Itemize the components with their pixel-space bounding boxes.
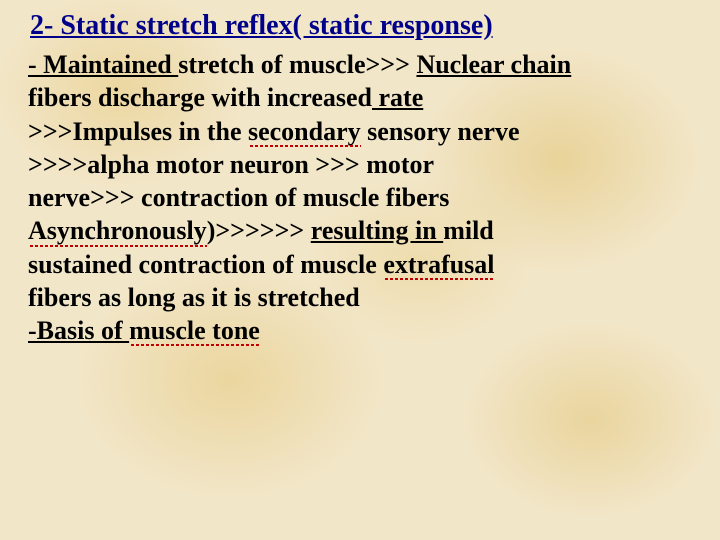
slide-title: 2- Static stretch reflex( static respons… bbox=[30, 10, 692, 42]
text-underline: - Maintained bbox=[28, 50, 178, 79]
text-plain: nerve>>> contraction of muscle fibers bbox=[28, 183, 449, 212]
body-line-1: - Maintained stretch of muscle>>> Nuclea… bbox=[28, 48, 692, 81]
text-plain: sustained contraction of muscle bbox=[28, 250, 383, 279]
body-line-3: >>>Impulses in the secondary sensory ner… bbox=[28, 115, 692, 148]
body-line-8: fibers as long as it is stretched bbox=[28, 281, 692, 314]
text-underline: -Basis of bbox=[28, 316, 129, 345]
text-plain: fibers as long as it is stretched bbox=[28, 283, 360, 312]
body-line-2: fibers discharge with increased rate bbox=[28, 81, 692, 114]
text-plain: stretch of muscle>>> bbox=[178, 50, 416, 79]
body-line-6: Asynchronously)>>>>>> resulting in mild bbox=[28, 214, 692, 247]
body-line-9: -Basis of muscle tone bbox=[28, 314, 692, 347]
body-line-5: nerve>>> contraction of muscle fibers bbox=[28, 181, 692, 214]
text-underline: Nuclear chain bbox=[416, 50, 571, 79]
text-plain: fibers discharge with increased bbox=[28, 83, 372, 112]
text-plain: >>>>alpha motor neuron >>> motor bbox=[28, 150, 434, 179]
text-squiggle: muscle tone bbox=[129, 314, 260, 347]
body-line-7: sustained contraction of muscle extrafus… bbox=[28, 248, 692, 281]
slide-container: 2- Static stretch reflex( static respons… bbox=[0, 0, 720, 347]
text-squiggle: Asynchronously bbox=[28, 214, 207, 247]
text-underline: rate bbox=[372, 83, 423, 112]
body-line-4: >>>>alpha motor neuron >>> motor bbox=[28, 148, 692, 181]
text-plain: )>>>>>> bbox=[207, 216, 311, 245]
text-plain: mild bbox=[443, 216, 494, 245]
slide-body: - Maintained stretch of muscle>>> Nuclea… bbox=[28, 48, 692, 347]
text-squiggle: extrafusal bbox=[383, 248, 494, 281]
text-squiggle: secondary bbox=[248, 115, 361, 148]
text-plain: sensory nerve bbox=[361, 117, 520, 146]
text-underline: resulting in bbox=[311, 216, 443, 245]
text-plain: >>>Impulses in the bbox=[28, 117, 248, 146]
